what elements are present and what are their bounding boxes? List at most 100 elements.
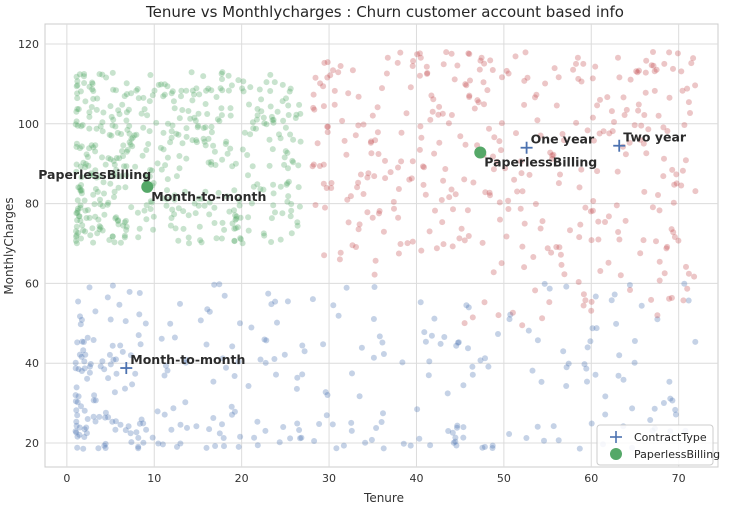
scatter-point [78, 187, 85, 194]
scatter-point [125, 106, 132, 113]
scatter-point [431, 315, 438, 322]
scatter-point [192, 210, 199, 217]
scatter-point [456, 235, 463, 242]
scatter-point [80, 445, 87, 452]
scatter-point [74, 90, 81, 97]
scatter-point [573, 60, 579, 67]
scatter-point [262, 427, 269, 434]
scatter-point [648, 62, 655, 69]
scatter-point [463, 302, 470, 309]
scatter-point [448, 186, 455, 193]
scatter-point [93, 125, 100, 132]
scatter-point [556, 244, 563, 251]
scatter-point [395, 250, 402, 257]
scatter-point [121, 93, 128, 100]
scatter-point [219, 219, 226, 226]
scatter-point [511, 176, 518, 183]
scatter-point [445, 120, 452, 127]
scatter-point [440, 241, 447, 248]
scatter-point [449, 429, 456, 436]
scatter-point [271, 356, 278, 362]
scatter-point [655, 192, 661, 198]
scatter-point [685, 99, 692, 106]
scatter-point [421, 164, 427, 171]
scatter-point [679, 167, 686, 174]
scatter-point [211, 204, 218, 211]
scatter-point [89, 79, 96, 86]
scatter-point [681, 280, 688, 287]
scatter-point [494, 159, 501, 165]
scatter-point [214, 116, 221, 123]
scatter-point [588, 420, 595, 427]
scatter-point [74, 106, 81, 112]
scatter-point [135, 332, 142, 339]
legend-box [596, 424, 714, 466]
x-axis-label: Tenure [363, 491, 404, 505]
scatter-point [73, 118, 80, 125]
scatter-point [337, 63, 344, 69]
scatter-point [417, 54, 424, 61]
scatter-point [369, 112, 376, 119]
scatter-point [316, 421, 323, 427]
scatter-point [580, 291, 587, 298]
scatter-point [534, 423, 541, 430]
scatter-point [75, 229, 82, 236]
scatter-point [378, 419, 385, 425]
scatter-point [673, 180, 680, 187]
scatter-point [268, 301, 275, 308]
scatter-point [580, 60, 587, 67]
scatter-point [249, 119, 256, 126]
scatter-point [616, 74, 623, 81]
scatter-point [206, 426, 213, 433]
scatter-point [254, 442, 261, 449]
scatter-point [310, 161, 317, 168]
scatter-point [140, 439, 147, 446]
scatter-point [193, 423, 200, 430]
scatter-point [146, 173, 153, 180]
scatter-point [97, 224, 104, 231]
scatter-point [88, 142, 95, 149]
scatter-point [316, 163, 323, 169]
scatter-point [666, 49, 673, 56]
scatter-point [231, 373, 238, 379]
scatter-point [82, 228, 89, 235]
scatter-point [627, 287, 633, 293]
scatter-point [133, 429, 140, 436]
scatter-point [175, 131, 182, 138]
scatter-point [529, 367, 536, 374]
scatter-point [656, 207, 663, 214]
scatter-point [168, 90, 175, 97]
scatter-point [661, 270, 668, 277]
scatter-point [602, 219, 608, 225]
scatter-point [153, 119, 160, 126]
scatter-point [285, 112, 292, 118]
scatter-point [92, 397, 99, 404]
scatter-point [177, 440, 184, 447]
scatter-point [335, 69, 342, 76]
scatter-point [92, 308, 99, 315]
scatter-point [101, 366, 108, 373]
scatter-point [219, 76, 225, 83]
scatter-point [208, 123, 215, 130]
scatter-point [518, 158, 525, 165]
scatter-point [86, 83, 93, 90]
scatter-point [611, 119, 617, 125]
x-tick-label: 70 [672, 472, 686, 485]
scatter-point [123, 80, 130, 87]
scatter-point [143, 147, 150, 153]
centroid-circle-marker [474, 146, 487, 159]
scatter-point [237, 236, 244, 243]
scatter-point [310, 91, 317, 98]
scatter-point [550, 423, 557, 430]
scatter-point [113, 356, 119, 363]
scatter-point [73, 223, 80, 230]
scatter-point [427, 116, 434, 123]
scatter-point [72, 359, 79, 366]
scatter-point [460, 424, 467, 431]
scatter-point [216, 118, 223, 124]
scatter-point [297, 138, 304, 145]
scatter-point [417, 123, 424, 130]
scatter-point [462, 141, 469, 148]
scatter-point [79, 338, 86, 345]
scatter-point [77, 321, 84, 328]
